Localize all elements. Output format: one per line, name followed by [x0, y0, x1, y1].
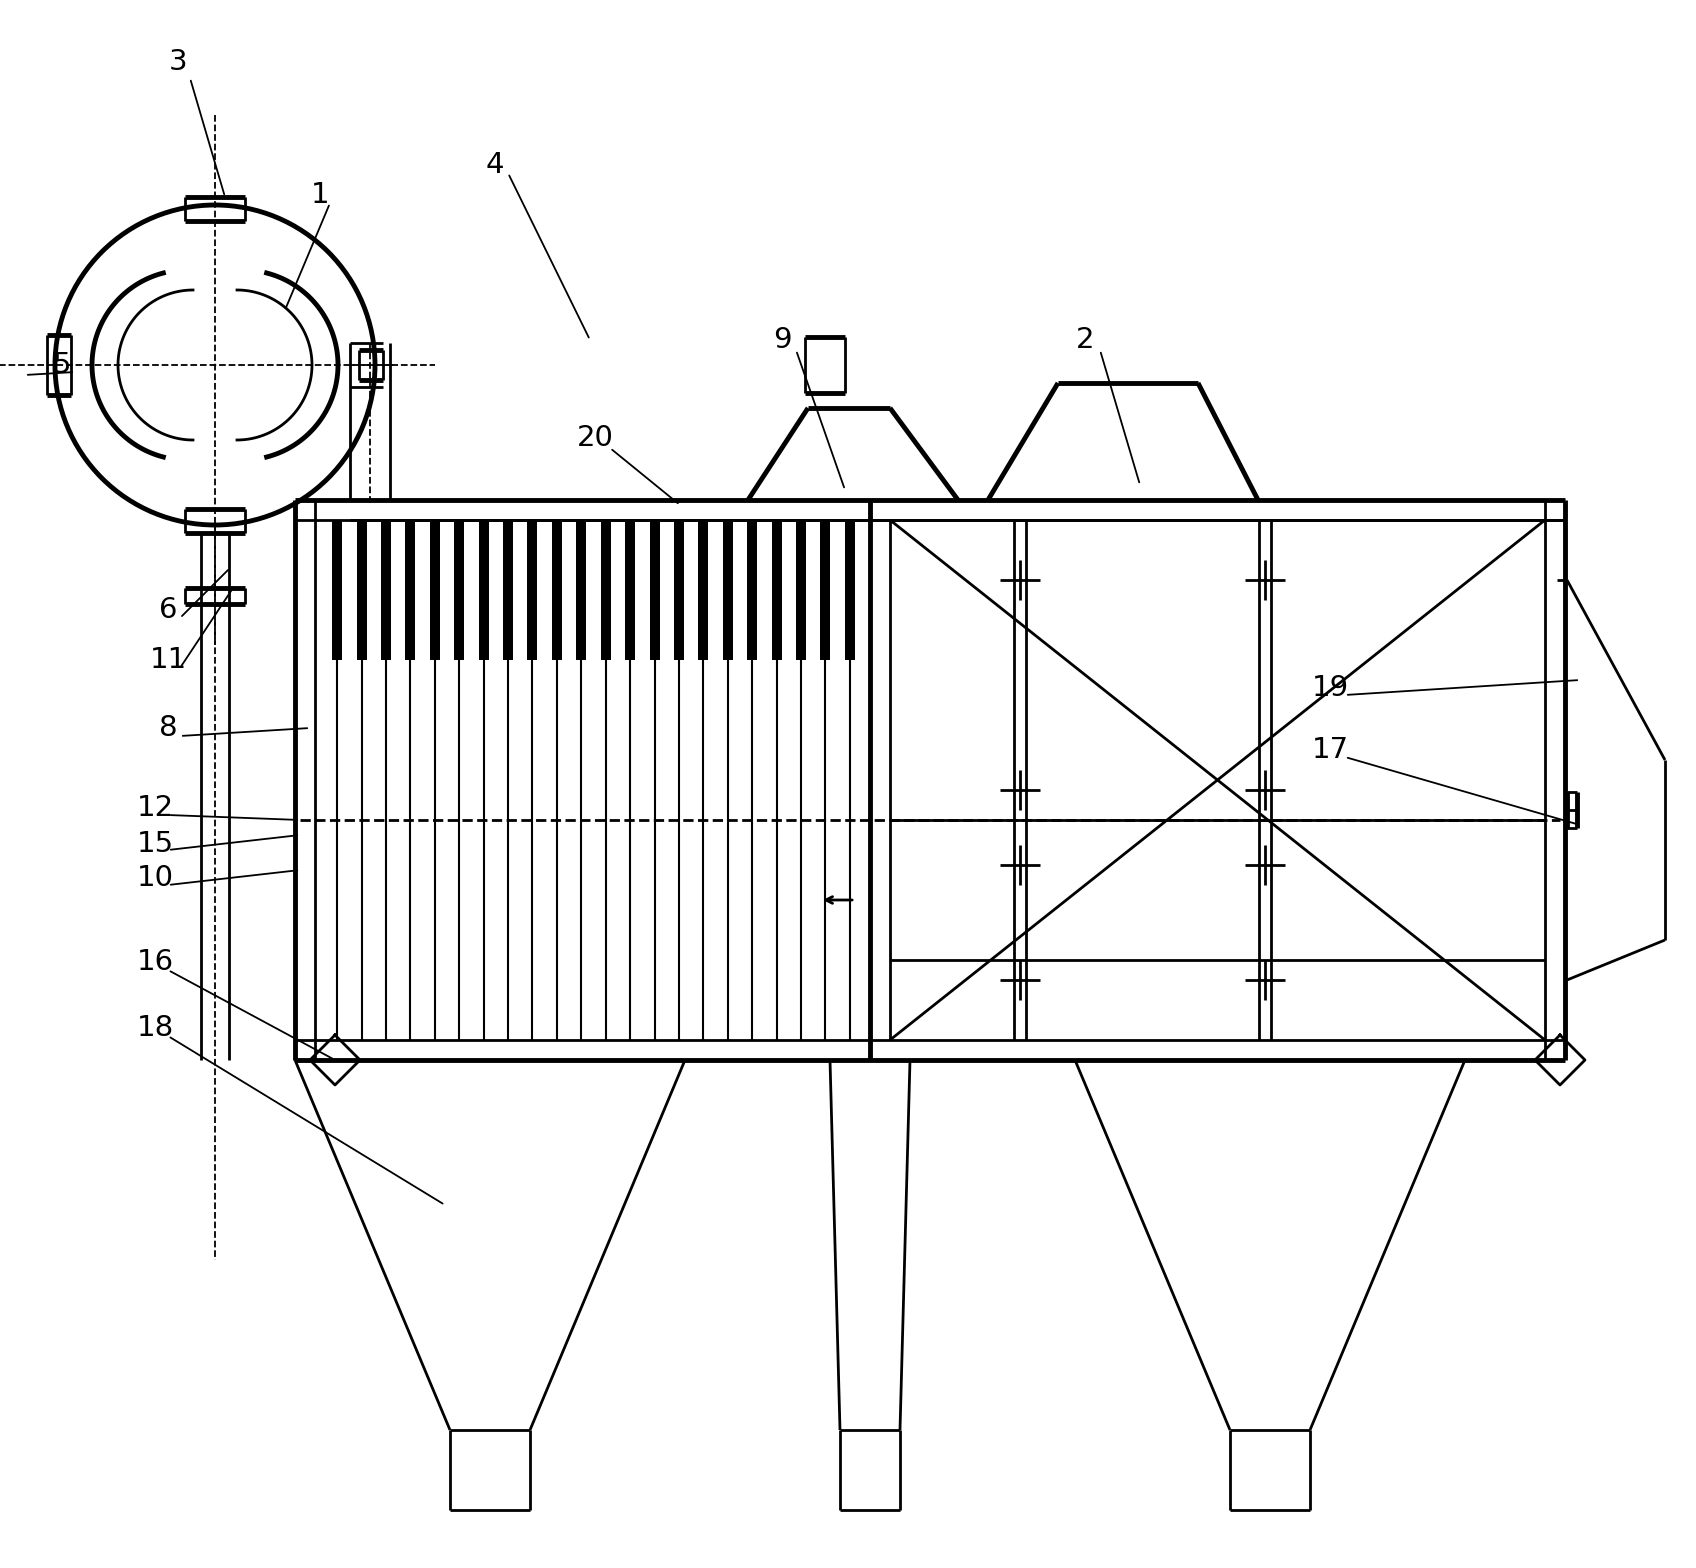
- Bar: [795, 521, 806, 660]
- Text: 12: 12: [136, 793, 173, 822]
- Bar: [551, 521, 561, 660]
- Bar: [748, 521, 756, 660]
- Bar: [455, 521, 465, 660]
- Bar: [626, 521, 634, 660]
- Text: 19: 19: [1311, 674, 1348, 702]
- Text: 16: 16: [136, 949, 173, 975]
- Text: 3: 3: [168, 49, 187, 75]
- Text: 11: 11: [149, 646, 187, 674]
- Text: 10: 10: [136, 864, 173, 892]
- Bar: [600, 521, 611, 660]
- Text: 18: 18: [136, 1014, 173, 1043]
- Text: 4: 4: [485, 151, 504, 179]
- Text: 1: 1: [310, 180, 329, 209]
- Text: 2: 2: [1075, 326, 1094, 354]
- Bar: [673, 521, 683, 660]
- Bar: [772, 521, 782, 660]
- Bar: [429, 521, 439, 660]
- Text: 15: 15: [136, 829, 173, 858]
- Bar: [650, 521, 660, 660]
- Bar: [356, 521, 366, 660]
- Bar: [577, 521, 587, 660]
- Bar: [382, 521, 392, 660]
- Bar: [332, 521, 343, 660]
- Text: 9: 9: [773, 326, 792, 354]
- Bar: [821, 521, 831, 660]
- Bar: [527, 521, 538, 660]
- Text: 20: 20: [577, 423, 614, 452]
- Bar: [845, 521, 855, 660]
- Text: 8: 8: [159, 713, 178, 742]
- Text: 5: 5: [53, 351, 71, 379]
- Text: 6: 6: [159, 596, 178, 624]
- Bar: [478, 521, 488, 660]
- Text: 17: 17: [1311, 735, 1348, 764]
- Bar: [504, 521, 514, 660]
- Bar: [722, 521, 733, 660]
- Bar: [699, 521, 709, 660]
- Bar: [405, 521, 416, 660]
